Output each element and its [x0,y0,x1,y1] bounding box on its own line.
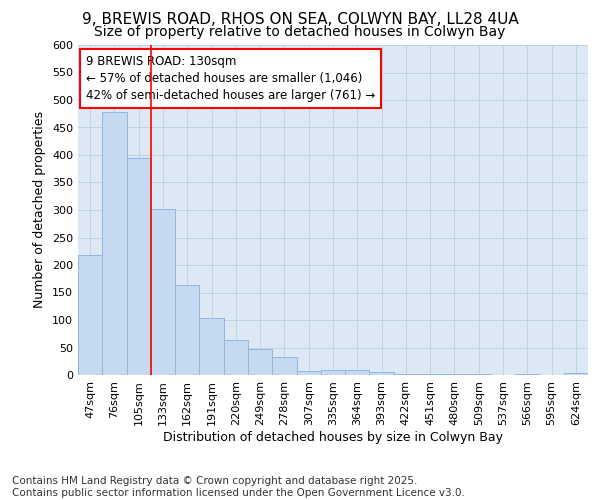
Bar [321,370,345,375]
Text: Contains HM Land Registry data © Crown copyright and database right 2025.
Contai: Contains HM Land Registry data © Crown c… [12,476,465,498]
Bar [296,370,321,375]
Bar [345,370,370,375]
Bar [394,374,418,375]
Bar [151,209,175,375]
Bar [102,112,127,375]
Bar [370,372,394,375]
Bar [442,374,467,375]
Bar [78,255,102,375]
Bar [127,158,151,375]
Y-axis label: Number of detached properties: Number of detached properties [34,112,46,308]
Text: 9, BREWIS ROAD, RHOS ON SEA, COLWYN BAY, LL28 4UA: 9, BREWIS ROAD, RHOS ON SEA, COLWYN BAY,… [82,12,518,28]
Bar [175,286,199,375]
Bar [272,358,296,375]
Bar [224,340,248,375]
Bar [418,374,442,375]
Bar [199,318,224,375]
Bar [515,374,539,375]
Text: Size of property relative to detached houses in Colwyn Bay: Size of property relative to detached ho… [94,25,506,39]
Bar [467,374,491,375]
Bar [248,349,272,375]
Text: 9 BREWIS ROAD: 130sqm
← 57% of detached houses are smaller (1,046)
42% of semi-d: 9 BREWIS ROAD: 130sqm ← 57% of detached … [86,55,375,102]
X-axis label: Distribution of detached houses by size in Colwyn Bay: Distribution of detached houses by size … [163,430,503,444]
Bar [564,374,588,375]
